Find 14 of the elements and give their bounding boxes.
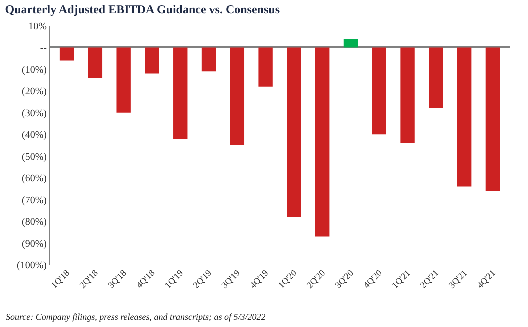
y-tick-label: (90%): [22, 238, 47, 250]
y-tick-label: (30%): [22, 108, 47, 120]
y-tick-label: --: [40, 43, 47, 54]
chart-title: Quarterly Adjusted EBITDA Guidance vs. Consensus: [5, 2, 280, 16]
y-tick-label: (60%): [22, 174, 47, 185]
y-tick-label: (70%): [22, 195, 47, 206]
y-tick-label: (80%): [22, 217, 47, 228]
y-tick-label: (20%): [22, 86, 47, 98]
y-tick-label: 10%: [28, 22, 47, 32]
y-tick-label: (50%): [22, 152, 47, 163]
y-tick-label: (100%): [17, 260, 47, 272]
y-tick-label: (40%): [22, 130, 47, 142]
source-note: Source: Company filings, press releases, and transcripts; as of 5/3/2022: [6, 312, 266, 322]
y-tick-label: (10%): [22, 64, 47, 76]
